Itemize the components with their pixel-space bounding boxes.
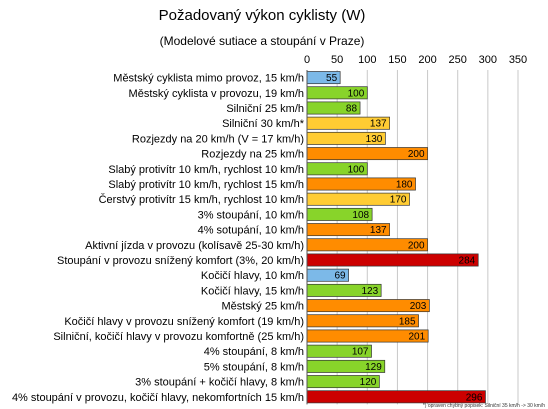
category-label: Silniční, kočičí hlavy v provozu komfort… bbox=[53, 331, 304, 343]
category-label: 4% stoupání, 8 km/h bbox=[204, 346, 304, 358]
data-label: 200 bbox=[408, 240, 425, 251]
footnote: *) opraven chybný popisek: Silniční 35 k… bbox=[423, 403, 545, 409]
data-label: 120 bbox=[360, 377, 377, 388]
data-label: 170 bbox=[390, 195, 407, 206]
data-label: 201 bbox=[408, 332, 425, 343]
category-label: Kočičí hlavy, 10 km/h bbox=[201, 270, 304, 282]
data-label: 180 bbox=[396, 180, 413, 191]
x-tick-label: 200 bbox=[418, 54, 436, 66]
x-tick-label: 150 bbox=[388, 54, 406, 66]
data-label: 130 bbox=[366, 134, 383, 145]
data-label: 69 bbox=[334, 271, 346, 282]
data-label: 123 bbox=[361, 286, 378, 297]
category-label: Rozjezdy na 20 km/h (V = 17 km/h) bbox=[132, 133, 304, 145]
category-label: Městský cyklista mimo provoz, 15 km/h bbox=[113, 73, 304, 85]
x-tick-label: 300 bbox=[479, 54, 497, 66]
x-tick-label: 350 bbox=[509, 54, 527, 66]
category-label: Městský 25 km/h bbox=[221, 301, 304, 313]
chart-subtitle: (Modelové sutiace a stoupání v Praze) bbox=[160, 34, 365, 48]
x-tick-label: 50 bbox=[331, 54, 343, 66]
category-label: Slabý protivítr 10 km/h, rychlost 15 km/… bbox=[108, 179, 304, 191]
data-label: 296 bbox=[466, 392, 483, 403]
category-label: Slabý protivítr 10 km/h, rychlost 10 km/… bbox=[108, 164, 304, 176]
data-label: 137 bbox=[370, 119, 387, 130]
data-label: 88 bbox=[346, 104, 358, 115]
category-label: 3% stoupání, 10 km/h bbox=[198, 209, 304, 221]
category-label: Stoupání v provozu snížený komfort (3%, … bbox=[57, 255, 304, 267]
category-label: Kočičí hlavy v provozu snížený komfort (… bbox=[64, 316, 304, 328]
data-label: 129 bbox=[365, 362, 382, 373]
category-label: 4% stoupání v provozu, kočičí hlavy, nek… bbox=[12, 392, 304, 404]
category-label: Městský cyklista v provozu, 19 km/h bbox=[129, 88, 304, 100]
data-label: 185 bbox=[399, 316, 416, 327]
x-tick-label: 0 bbox=[304, 54, 310, 66]
category-label: Rozjezdy na 25 km/h bbox=[201, 149, 304, 161]
data-label: 107 bbox=[352, 347, 369, 358]
data-label: 100 bbox=[348, 88, 365, 99]
x-tick-label: 100 bbox=[358, 54, 376, 66]
category-label: Čerstvý protivítr 15 km/h, rychlost 10 k… bbox=[99, 193, 304, 206]
data-label: 284 bbox=[459, 256, 476, 267]
bar bbox=[306, 253, 479, 267]
category-label: 4% sotupání, 10 km/h bbox=[198, 225, 304, 237]
category-label: Aktivní jízda v provozu (kolísavě 25-30 … bbox=[85, 240, 304, 252]
bar bbox=[306, 390, 486, 404]
x-tick-label: 250 bbox=[449, 54, 467, 66]
data-label: 200 bbox=[408, 149, 425, 160]
data-label: 108 bbox=[352, 210, 369, 221]
category-label: Kočičí hlavy, 15 km/h bbox=[201, 285, 304, 297]
data-label: 203 bbox=[410, 301, 427, 312]
category-label: Silniční 30 km/h* bbox=[222, 118, 305, 130]
data-label: 137 bbox=[370, 225, 387, 236]
data-label: 55 bbox=[326, 73, 338, 84]
plot-area: 0 50 100 150 200 250 300 350 55 Městský cyklista … bbox=[12, 54, 527, 405]
chart-title: Požadovaný výkon cyklisty (W) bbox=[159, 7, 366, 24]
category-label: 3% stoupání + kočičí hlavy, 8 km/h bbox=[135, 377, 304, 389]
data-label: 100 bbox=[348, 164, 365, 175]
category-label: 5% stoupání, 8 km/h bbox=[204, 361, 304, 373]
category-label: Silniční 25 km/h bbox=[226, 103, 304, 115]
